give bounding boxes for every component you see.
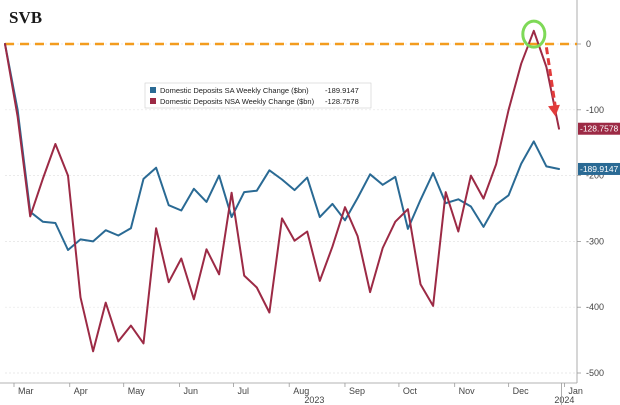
legend-box [144, 82, 372, 109]
x-tick-label: May [128, 386, 146, 396]
legend-swatch-sa [150, 87, 156, 93]
x-tick-label: Aug [293, 386, 309, 396]
series-line-nsa [4, 29, 560, 353]
series-line-sa [4, 43, 560, 251]
y-ticks: 0 -100 -200 -300 -400 -500 [577, 39, 604, 378]
x-tick-label: Apr [74, 386, 88, 396]
y-tick-label: -500 [586, 368, 604, 378]
value-tag-nsa [578, 122, 620, 135]
x-tick-label: Sep [349, 386, 365, 396]
value-tag-text-sa: -189.9147 [580, 164, 619, 174]
x-tick-label: Oct [403, 386, 418, 396]
x-tick-label: Jan [568, 386, 583, 396]
x-year-label: 2023 [304, 395, 324, 405]
x-tick-label: Jun [183, 386, 198, 396]
x-year-label: 2024 [554, 395, 574, 405]
highlight-circle [521, 19, 547, 49]
y-tick-label: -200 [586, 171, 604, 181]
x-tick-label: Mar [18, 386, 34, 396]
y-tick-label: -100 [586, 105, 604, 115]
legend-value-sa: -189.9147 [325, 86, 359, 95]
x-ticks: Mar Apr May Jun Jul Aug Sep Oct Nov Dec Jan 2023 202… [13, 383, 583, 405]
y-tick-label: -400 [586, 302, 604, 312]
value-tags: -189.9147 -128.7578 [578, 122, 620, 175]
y-tick-label: 0 [586, 39, 591, 49]
series-layer [4, 29, 560, 353]
legend-value-nsa: -128.7578 [325, 97, 359, 106]
value-tag-sa [578, 162, 620, 175]
x-tick-label: Dec [513, 386, 530, 396]
y-tick-label: -300 [586, 236, 604, 246]
legend-label-nsa: Domestic Deposits NSA Weekly Change ($bn… [160, 97, 315, 106]
x-tick-label: Nov [459, 386, 476, 396]
legend-label-sa: Domestic Deposits SA Weekly Change ($bn) [160, 86, 309, 95]
legend: Domestic Deposits SA Weekly Change ($bn)… [144, 82, 372, 109]
chart-title: SVB [9, 8, 42, 27]
legend-swatch-nsa [150, 98, 156, 104]
x-tick-label: Jul [237, 386, 249, 396]
annotation-layer [521, 19, 560, 117]
value-tag-text-nsa: -128.7578 [580, 124, 619, 134]
down-arrow-head [548, 104, 560, 117]
down-arrow [544, 47, 557, 108]
